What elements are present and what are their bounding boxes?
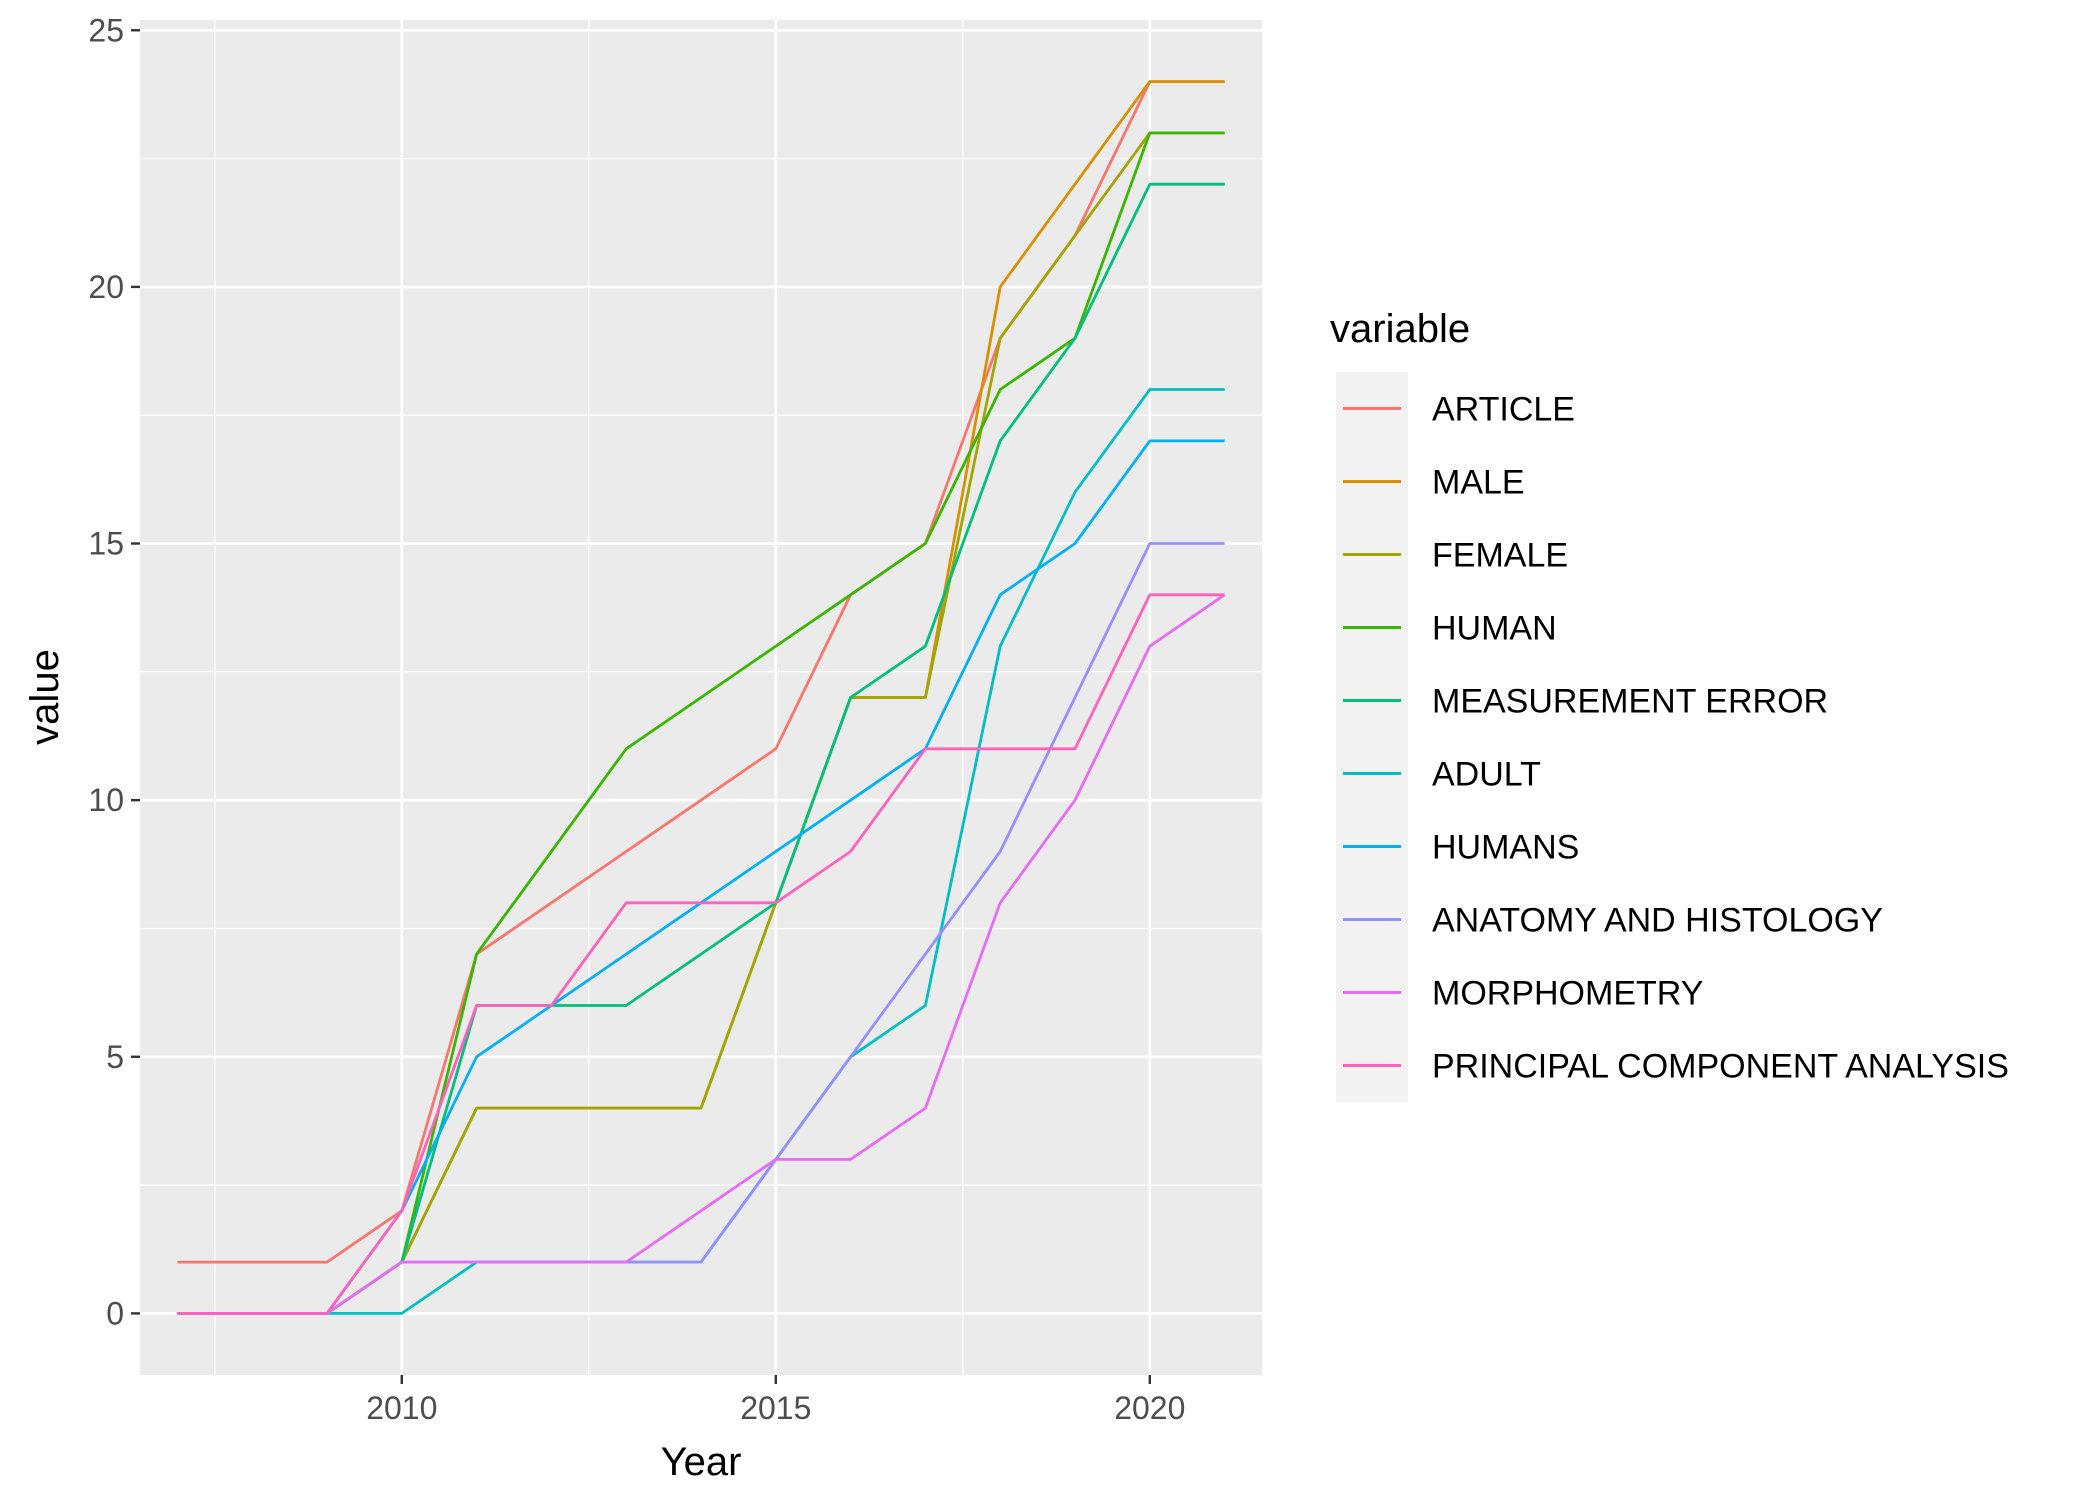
legend-label-3: HUMAN bbox=[1432, 610, 1557, 648]
minor-gridlines bbox=[140, 20, 1262, 1375]
y-axis-title: value bbox=[23, 649, 67, 745]
x-tick-label: 2010 bbox=[366, 1390, 437, 1426]
legend-label-6: HUMANS bbox=[1432, 829, 1579, 867]
y-tick-label: 15 bbox=[88, 526, 124, 562]
legend-title: variable bbox=[1330, 307, 1470, 351]
legend-label-4: MEASUREMENT ERROR bbox=[1432, 683, 1828, 721]
series-line-8 bbox=[177, 593, 1226, 1315]
legend-label-0: ARTICLE bbox=[1432, 391, 1575, 429]
legend-key-background bbox=[1336, 372, 1408, 1102]
legend-label-9: PRINCIPAL COMPONENT ANALYSIS bbox=[1432, 1048, 2009, 1086]
y-axis: 0 5 10 15 20 25 bbox=[88, 12, 140, 1331]
legend-label-1: MALE bbox=[1432, 464, 1525, 502]
x-tick-label: 2015 bbox=[740, 1390, 811, 1426]
legend-label-8: MORPHOMETRY bbox=[1432, 975, 1703, 1013]
x-axis-title: Year bbox=[661, 1440, 742, 1484]
y-tick-label: 10 bbox=[88, 782, 124, 818]
legend-label-2: FEMALE bbox=[1432, 537, 1568, 575]
y-tick-label: 25 bbox=[88, 12, 124, 48]
legend-label-7: ANATOMY AND HISTOLOGY bbox=[1432, 902, 1883, 940]
x-tick-label: 2020 bbox=[1114, 1390, 1185, 1426]
legend: variable ARTICLE MALE FEMALE HUMAN MEASUREME… bbox=[1330, 307, 2009, 1102]
y-tick-label: 5 bbox=[106, 1039, 124, 1075]
series-line-9 bbox=[177, 593, 1225, 1315]
y-tick-label: 20 bbox=[88, 269, 124, 305]
legend-items: ARTICLE MALE FEMALE HUMAN MEASUREMENT ERROR A… bbox=[1336, 372, 2009, 1102]
x-axis: 2010 2015 2020 bbox=[366, 1375, 1185, 1426]
series-lines bbox=[177, 80, 1226, 1315]
legend-label-5: ADULT bbox=[1432, 756, 1541, 794]
y-tick-label: 0 bbox=[106, 1295, 124, 1331]
